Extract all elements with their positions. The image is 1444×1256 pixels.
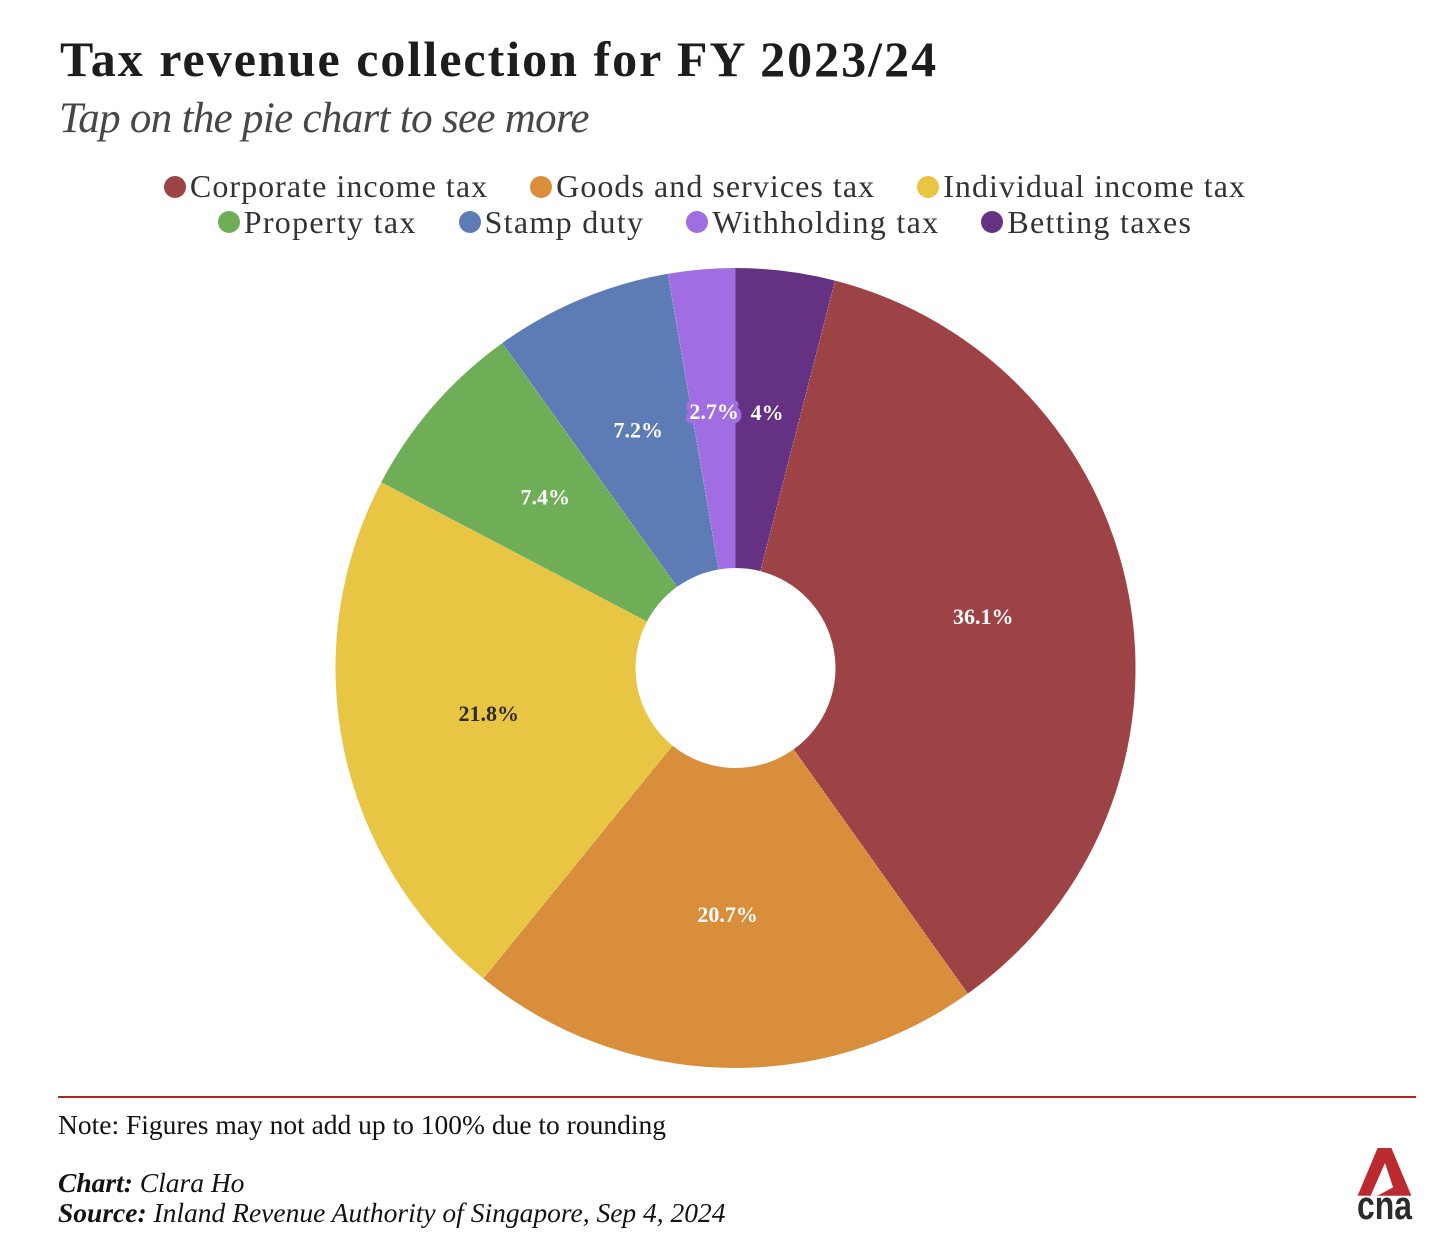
svg-text:36.1%: 36.1% <box>953 604 1014 629</box>
svg-text:21.8%: 21.8% <box>458 701 519 726</box>
svg-text:2.7%: 2.7% <box>689 399 739 424</box>
svg-text:4%: 4% <box>751 400 784 425</box>
svg-text:20.7%: 20.7% <box>697 902 758 927</box>
svg-text:cna: cna <box>1357 1184 1413 1228</box>
svg-text:7.4%: 7.4% <box>521 485 571 510</box>
svg-text:7.2%: 7.2% <box>613 418 663 443</box>
